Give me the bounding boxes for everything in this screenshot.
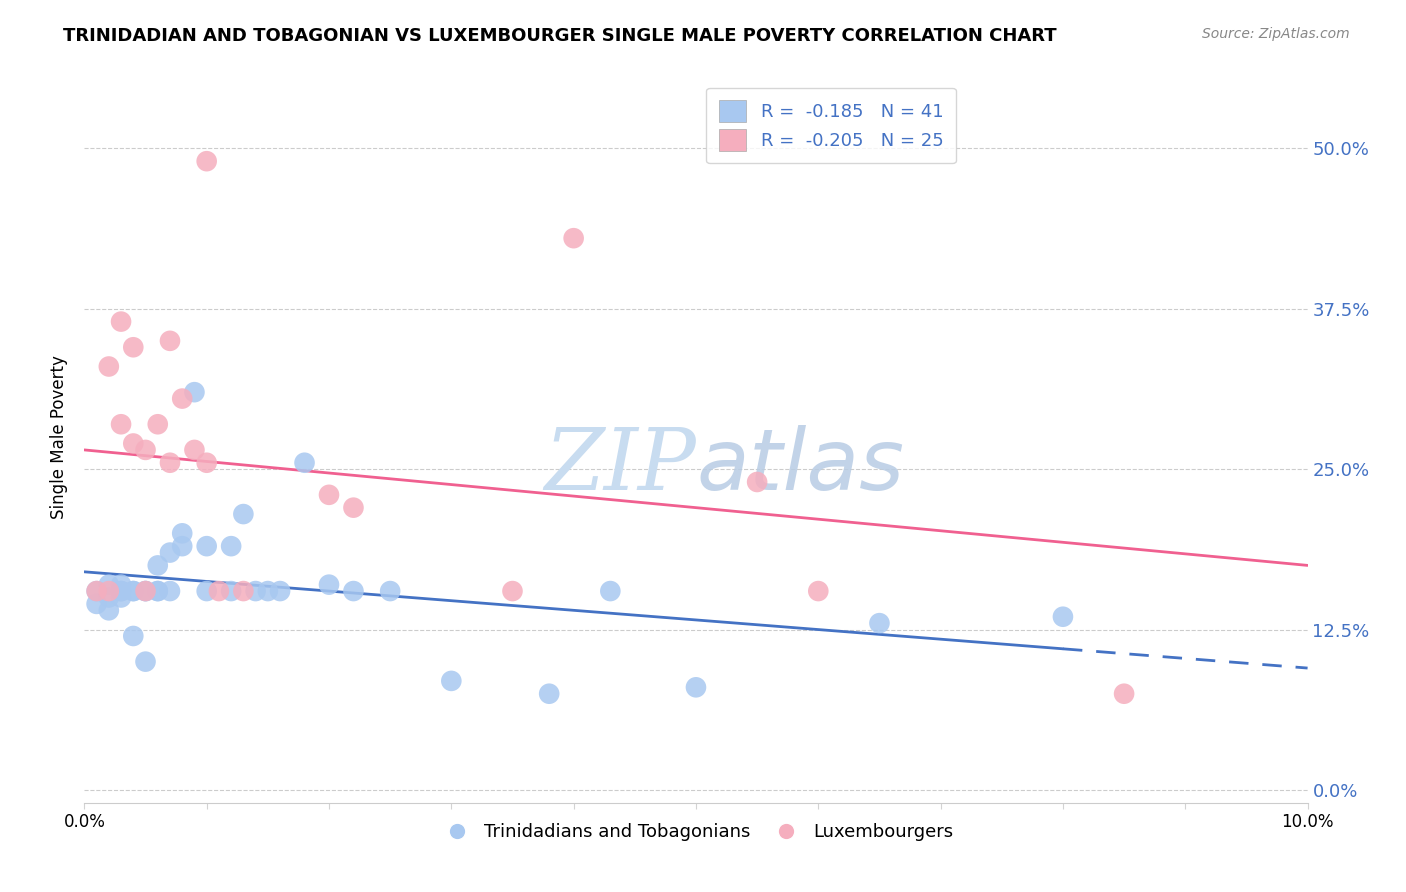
Text: ZIP: ZIP [544,425,696,508]
Point [195,456,218,470]
Point [1052,609,1074,624]
Point [110,584,132,599]
Point [110,584,132,599]
Point [562,231,585,245]
Point [219,539,242,553]
Text: TRINIDADIAN AND TOBAGONIAN VS LUXEMBOURGER SINGLE MALE POVERTY CORRELATION CHART: TRINIDADIAN AND TOBAGONIAN VS LUXEMBOURG… [63,27,1057,45]
Point [146,558,169,573]
Point [159,456,181,470]
Point [159,545,181,559]
Point [232,584,254,599]
Point [869,616,891,631]
Point [342,584,364,599]
Point [318,577,340,591]
Point [208,584,231,599]
Point [86,584,108,599]
Point [440,673,463,688]
Point [269,584,291,599]
Point [86,584,108,599]
Point [172,392,194,406]
Point [172,526,194,541]
Point [502,584,524,599]
Point [97,359,120,374]
Point [110,591,132,605]
Point [245,584,267,599]
Point [122,584,145,599]
Point [135,584,157,599]
Point [146,584,169,599]
Point [135,655,157,669]
Point [110,577,132,591]
Point [97,591,120,605]
Y-axis label: Single Male Poverty: Single Male Poverty [51,355,69,519]
Point [807,584,830,599]
Point [1114,687,1136,701]
Point [135,584,157,599]
Point [318,488,340,502]
Point [122,340,145,354]
Point [159,584,181,599]
Point [97,584,120,599]
Point [195,539,218,553]
Point [172,539,194,553]
Point [122,436,145,450]
Point [195,154,218,169]
Point [747,475,769,489]
Point [257,584,280,599]
Point [183,442,205,457]
Point [232,507,254,521]
Point [146,417,169,432]
Point [146,584,169,599]
Point [183,385,205,400]
Point [538,687,561,701]
Point [97,577,120,591]
Text: Source: ZipAtlas.com: Source: ZipAtlas.com [1202,27,1350,41]
Point [195,584,218,599]
Point [86,597,108,611]
Point [342,500,364,515]
Legend: Trinidadians and Tobagonians, Luxembourgers: Trinidadians and Tobagonians, Luxembourg… [432,816,960,848]
Point [599,584,621,599]
Point [294,456,316,470]
Point [219,584,242,599]
Point [122,584,145,599]
Point [135,442,157,457]
Point [685,681,707,695]
Point [135,584,157,599]
Point [110,417,132,432]
Text: atlas: atlas [696,425,904,508]
Point [122,629,145,643]
Point [110,315,132,329]
Point [97,603,120,617]
Point [380,584,402,599]
Point [159,334,181,348]
